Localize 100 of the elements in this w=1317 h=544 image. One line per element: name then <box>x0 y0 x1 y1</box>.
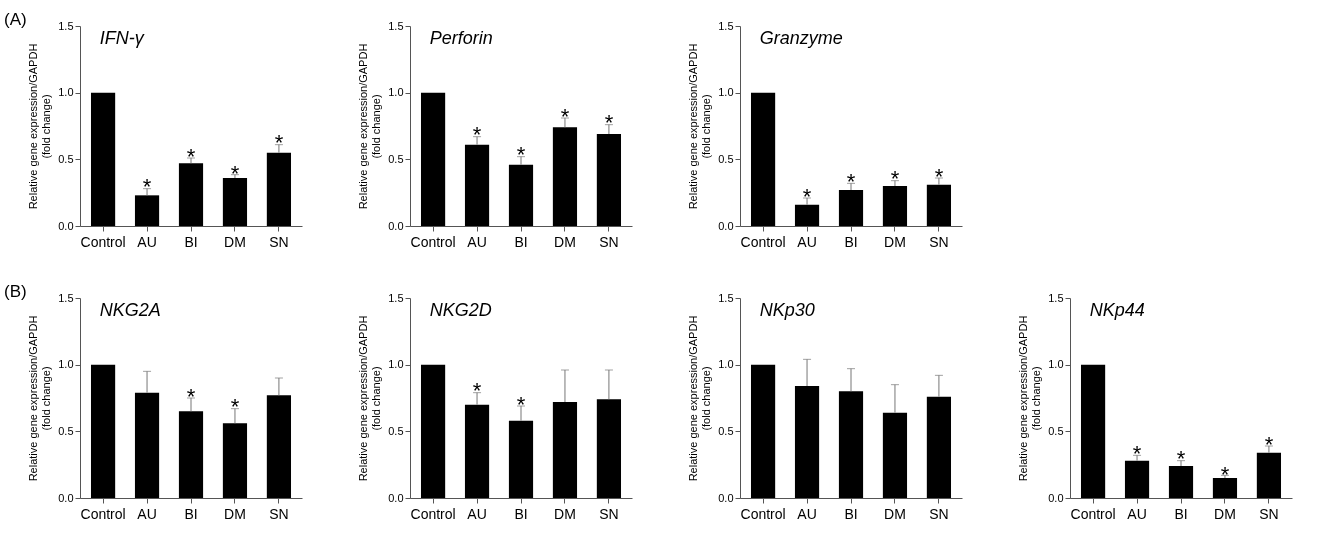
y-axis-title: Relative gene expression/GAPDH (fold change) <box>27 43 53 210</box>
x-tick-label: AU <box>1127 505 1147 522</box>
bar <box>508 164 534 226</box>
y-tick-label: 1.0 <box>388 86 404 99</box>
bar <box>750 92 776 226</box>
bar <box>266 395 292 498</box>
x-tick-label: DM <box>884 233 906 250</box>
bar <box>134 195 160 226</box>
x-tick-label: Control <box>740 505 786 522</box>
x-tick-label: Control <box>410 233 456 250</box>
annotation: * <box>1132 441 1142 466</box>
bar <box>178 163 204 226</box>
bar <box>266 152 292 226</box>
annotation: * <box>274 130 284 156</box>
annotation: * <box>516 391 526 417</box>
y-tick-label: 0.0 <box>1048 491 1064 504</box>
annotation: * <box>230 161 240 186</box>
bar <box>596 134 622 226</box>
y-tick-label: 1.0 <box>718 358 734 371</box>
bar <box>552 127 578 226</box>
annotation: * <box>890 166 900 192</box>
x-tick-label: SN <box>599 505 619 522</box>
x-tick-label: DM <box>554 233 576 250</box>
y-tick-label: 0.5 <box>58 424 74 437</box>
chart-title: Granzyme <box>759 28 843 48</box>
annotation: * <box>1220 462 1230 488</box>
x-tick-label: BI <box>184 505 198 522</box>
annotation: * <box>1176 446 1186 472</box>
y-tick-label: 0.0 <box>718 219 734 232</box>
y-tick-label: 0.5 <box>718 152 734 165</box>
y-axis-title: Relative gene expression/GAPDH (fold change) <box>357 315 383 482</box>
annotation: * <box>186 383 196 409</box>
chart-title: NKG2A <box>99 300 161 320</box>
x-tick-label: AU <box>467 233 487 250</box>
y-tick-label: 0.0 <box>388 219 404 232</box>
x-tick-label: AU <box>797 233 817 250</box>
x-tick-label: SN <box>1259 505 1279 522</box>
y-tick-label: 0.0 <box>58 219 74 232</box>
x-tick-label: DM <box>224 233 246 250</box>
annotation: * <box>846 169 856 194</box>
x-tick-label: BI <box>844 505 858 522</box>
bar <box>838 190 864 226</box>
annotation: * <box>1264 431 1274 457</box>
x-tick-label: BI <box>514 505 528 522</box>
bar <box>464 144 490 226</box>
x-tick-label: DM <box>1214 505 1236 522</box>
text: (B) <box>4 282 27 302</box>
y-tick-label: 1.0 <box>718 86 734 99</box>
y-tick-label: 0.5 <box>58 152 74 165</box>
y-tick-label: 0.5 <box>388 424 404 437</box>
bar <box>1256 452 1282 498</box>
annotation: * <box>472 378 482 404</box>
x-tick-label: Control <box>410 505 456 522</box>
x-tick-label: SN <box>929 233 949 250</box>
chart-title: NKG2D <box>429 300 492 320</box>
y-tick-label: 1.5 <box>58 291 74 304</box>
annotation: * <box>142 174 152 200</box>
bar <box>552 402 578 498</box>
y-tick-label: 0.5 <box>388 152 404 165</box>
x-tick-label: SN <box>929 505 949 522</box>
y-tick-label: 0.5 <box>1048 424 1064 437</box>
x-tick-label: SN <box>269 233 289 250</box>
x-tick-label: Control <box>80 233 126 250</box>
y-axis-title: Relative gene expression/GAPDH (fold change) <box>687 315 713 482</box>
y-axis-title: Relative gene expression/GAPDH (fold change) <box>687 43 713 210</box>
annotation: * <box>604 110 614 136</box>
y-axis-title: Relative gene expression/GAPDH (fold change) <box>27 315 53 482</box>
bar <box>508 420 534 498</box>
bar <box>1212 478 1238 498</box>
x-tick-label: BI <box>184 233 198 250</box>
bar <box>882 186 908 226</box>
bar <box>1080 364 1106 498</box>
annotation: * <box>230 394 240 420</box>
chart-title: NKp30 <box>759 300 815 320</box>
x-tick-label: Control <box>80 505 126 522</box>
annotation: * <box>934 163 944 189</box>
y-tick-label: 1.0 <box>1048 358 1064 371</box>
bar <box>90 364 116 498</box>
x-tick-label: Control <box>740 233 786 250</box>
bar <box>1168 466 1194 498</box>
annotation: * <box>560 103 570 129</box>
annotation: * <box>186 143 196 169</box>
x-tick-label: DM <box>554 505 576 522</box>
text: (A) <box>4 10 27 30</box>
bar <box>794 204 820 226</box>
bar <box>222 423 248 498</box>
bar <box>90 92 116 226</box>
annotation: * <box>802 183 812 209</box>
bar <box>178 411 204 498</box>
y-tick-label: 0.0 <box>718 491 734 504</box>
y-tick-label: 1.0 <box>58 358 74 371</box>
x-tick-label: BI <box>844 233 858 250</box>
bar <box>926 184 952 226</box>
bar <box>464 404 490 498</box>
bar <box>750 364 776 498</box>
annotation: * <box>516 142 526 168</box>
bar <box>134 392 160 498</box>
x-tick-label: AU <box>137 233 157 250</box>
x-tick-label: SN <box>269 505 289 522</box>
x-tick-label: BI <box>1174 505 1188 522</box>
